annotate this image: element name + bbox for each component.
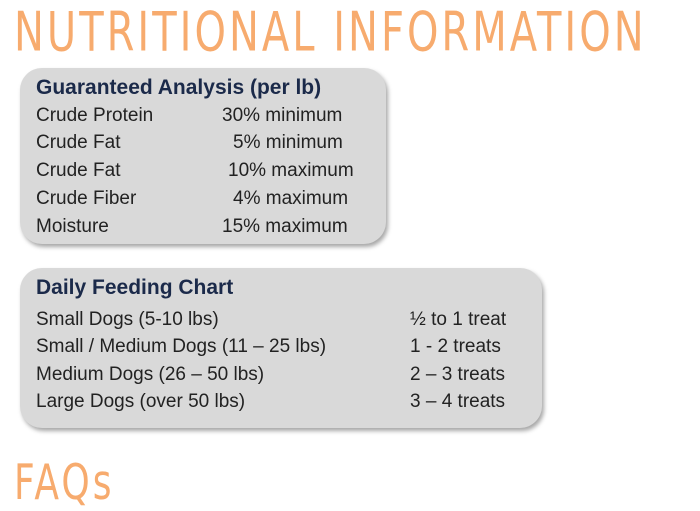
feeding-value: 3 – 4 treats: [410, 391, 506, 412]
analysis-row: Crude Protein 30% minimum: [36, 105, 376, 131]
feeding-row: Large Dogs (over 50 lbs) 3 – 4 treats: [36, 391, 532, 417]
analysis-value: 30% minimum: [222, 105, 343, 126]
analysis-row: Crude Fiber 4% maximum: [36, 188, 376, 214]
daily-feeding-chart-panel: Daily Feeding Chart Small Dogs (5-10 lbs…: [20, 268, 542, 428]
analysis-label: Moisture: [36, 216, 109, 237]
feeding-value: 2 – 3 treats: [410, 364, 506, 385]
feeding-label: Small / Medium Dogs (11 – 25 lbs): [36, 336, 327, 357]
feeding-row: Medium Dogs (26 – 50 lbs) 2 – 3 treats: [36, 364, 532, 390]
analysis-row: Crude Fat 10% maximum: [36, 160, 376, 186]
analysis-label: Crude Fiber: [36, 188, 137, 209]
feeding-row: Small / Medium Dogs (11 – 25 lbs) 1 - 2 …: [36, 336, 532, 362]
analysis-label: Crude Fat: [36, 160, 121, 181]
feeding-label: Medium Dogs (26 – 50 lbs): [36, 364, 265, 385]
page-heading-nutritional-information: NUTRITIONAL INFORMATION: [14, 2, 647, 65]
feeding-row: Small Dogs (5-10 lbs) ½ to 1 treat: [36, 309, 532, 335]
feeding-label: Large Dogs (over 50 lbs): [36, 391, 246, 412]
guaranteed-analysis-title: Guaranteed Analysis (per lb): [36, 76, 322, 99]
feeding-label: Small Dogs (5-10 lbs): [36, 309, 219, 330]
analysis-value: 15% maximum: [222, 216, 348, 237]
feeding-value: ½ to 1 treat: [410, 309, 507, 330]
analysis-value: 5% minimum: [233, 132, 343, 153]
daily-feeding-chart-title: Daily Feeding Chart: [36, 276, 234, 299]
analysis-value: 10% maximum: [228, 160, 354, 181]
analysis-row: Crude Fat 5% minimum: [36, 132, 376, 158]
faq-heading: FAQs: [14, 456, 115, 511]
analysis-label: Crude Protein: [36, 105, 154, 126]
analysis-value: 4% maximum: [233, 188, 349, 209]
feeding-value: 1 - 2 treats: [410, 336, 501, 357]
analysis-label: Crude Fat: [36, 132, 121, 153]
guaranteed-analysis-panel: Guaranteed Analysis (per lb) Crude Prote…: [20, 68, 386, 244]
analysis-row: Moisture 15% maximum: [36, 216, 376, 242]
